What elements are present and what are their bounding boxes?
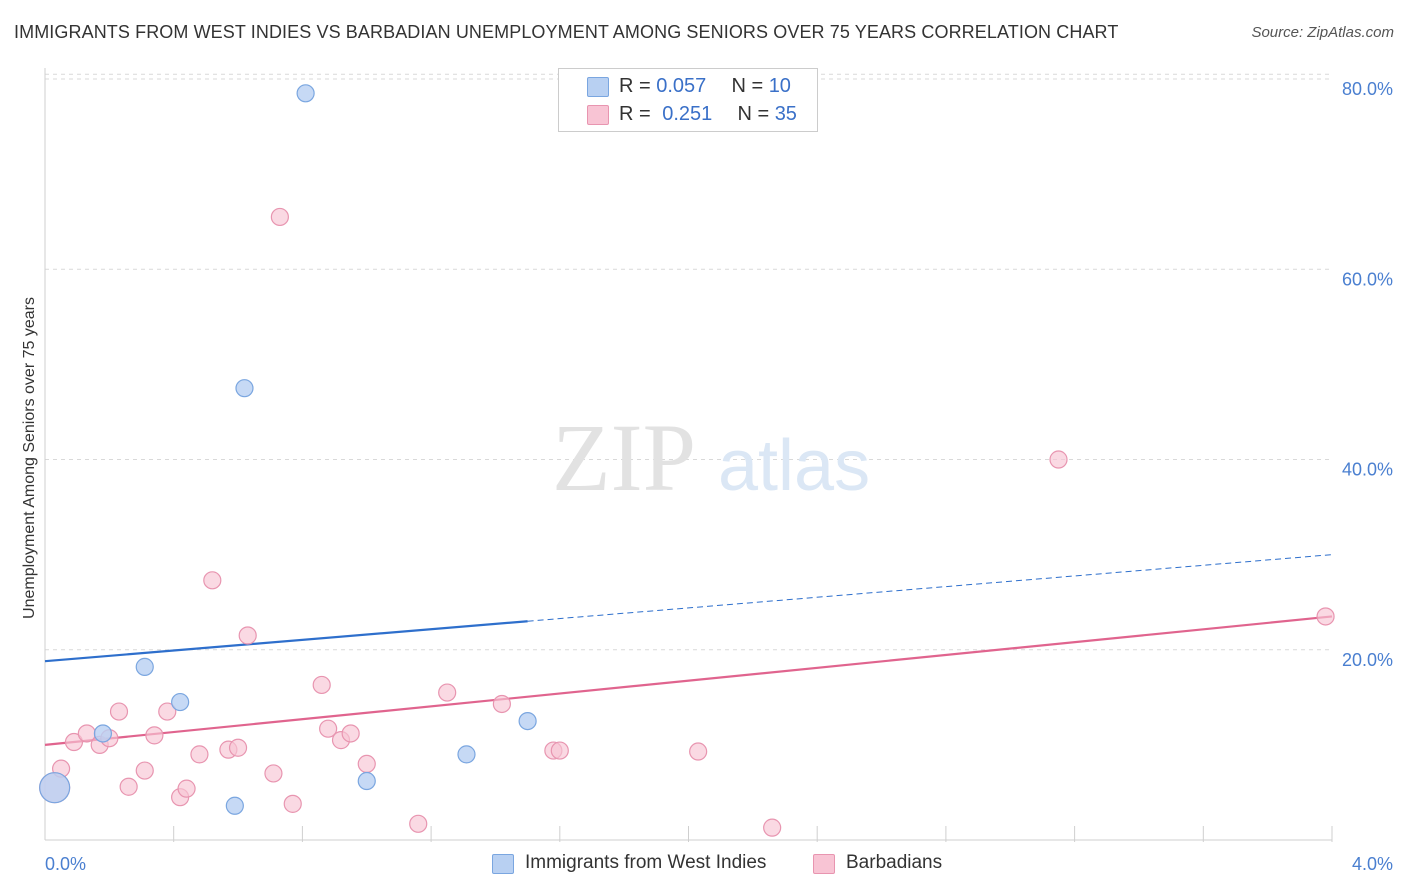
point-barbadians (119, 777, 138, 796)
point-west-indies (171, 692, 190, 712)
point-west-indies (518, 711, 537, 731)
point-west-indies (135, 657, 154, 676)
r-value: 0.251 (662, 103, 713, 125)
point-west-indies (357, 771, 376, 791)
point-barbadians (689, 742, 708, 761)
point-barbadians (145, 726, 164, 745)
r-value: 0.057 (656, 75, 707, 97)
point-barbadians (270, 207, 289, 227)
legend-swatch-barbadians (813, 854, 835, 874)
y-axis-label: Unemployment Among Seniors over 75 years (21, 297, 38, 619)
y-tick-label: 80.0% (1342, 79, 1393, 99)
point-barbadians (550, 741, 569, 760)
y-tick-label: 20.0% (1342, 650, 1393, 670)
point-barbadians (319, 719, 338, 738)
watermark: ZIP atlas (552, 404, 870, 511)
point-barbadians (492, 694, 511, 714)
legend-label-barbadians: Barbadians (846, 852, 943, 873)
point-barbadians (238, 626, 257, 645)
n-label: N = (731, 75, 769, 97)
point-west-indies (235, 379, 254, 398)
point-barbadians (264, 764, 283, 783)
watermark-atlas: atlas (718, 426, 870, 506)
point-barbadians (109, 702, 129, 721)
point-west-indies (39, 772, 71, 804)
trend-line-barbadians (44, 615, 1333, 746)
swatch-barbadians (587, 105, 609, 125)
point-barbadians (341, 724, 360, 743)
data-points (39, 84, 1335, 837)
point-barbadians (283, 794, 302, 813)
point-barbadians (312, 675, 331, 695)
point-barbadians (190, 745, 209, 764)
point-west-indies (296, 84, 315, 103)
tick-labels: 20.0% 40.0% 60.0% 80.0% 0.0% 4.0% (45, 79, 1393, 874)
n-label: N = (737, 103, 775, 125)
point-barbadians (203, 571, 222, 590)
r-label: R = (619, 75, 657, 97)
chart-title: IMMIGRANTS FROM WEST INDIES VS BARBADIAN… (14, 22, 1119, 42)
point-barbadians (1316, 607, 1335, 626)
x-tick-label-min: 0.0% (45, 854, 86, 874)
point-west-indies (225, 796, 244, 815)
point-west-indies (93, 724, 113, 743)
point-barbadians (409, 814, 428, 833)
axes (44, 68, 1333, 842)
legend-swatch-west-indies (492, 854, 514, 874)
y-tick-label: 60.0% (1342, 269, 1393, 289)
legend-label-west-indies: Immigrants from West Indies (525, 852, 767, 873)
point-barbadians (228, 738, 248, 757)
point-barbadians (763, 818, 782, 837)
point-barbadians (438, 683, 457, 702)
trend-line-west-indies-extension (527, 554, 1333, 622)
x-tick-label-max: 4.0% (1352, 854, 1393, 874)
trend-line-west-indies (44, 620, 528, 663)
point-barbadians (177, 779, 196, 798)
n-value: 10 (768, 75, 791, 97)
point-west-indies (457, 745, 476, 764)
y-tick-label: 40.0% (1342, 460, 1393, 480)
source-label: Source: ZipAtlas.com (1251, 24, 1394, 41)
swatch-west-indies (587, 77, 609, 97)
point-barbadians (64, 732, 84, 752)
r-label: R = (619, 103, 657, 125)
watermark-zip: ZIP (552, 404, 696, 511)
n-value: 35 (774, 103, 797, 125)
point-barbadians (357, 754, 376, 774)
trend-lines (44, 554, 1333, 746)
stats-legend: R = 0.057 N = 10 R = 0.251 N = 35 (558, 68, 818, 132)
grid-lines (45, 73, 1332, 651)
point-barbadians (135, 761, 154, 780)
point-barbadians (158, 702, 177, 721)
point-barbadians (1049, 450, 1068, 469)
